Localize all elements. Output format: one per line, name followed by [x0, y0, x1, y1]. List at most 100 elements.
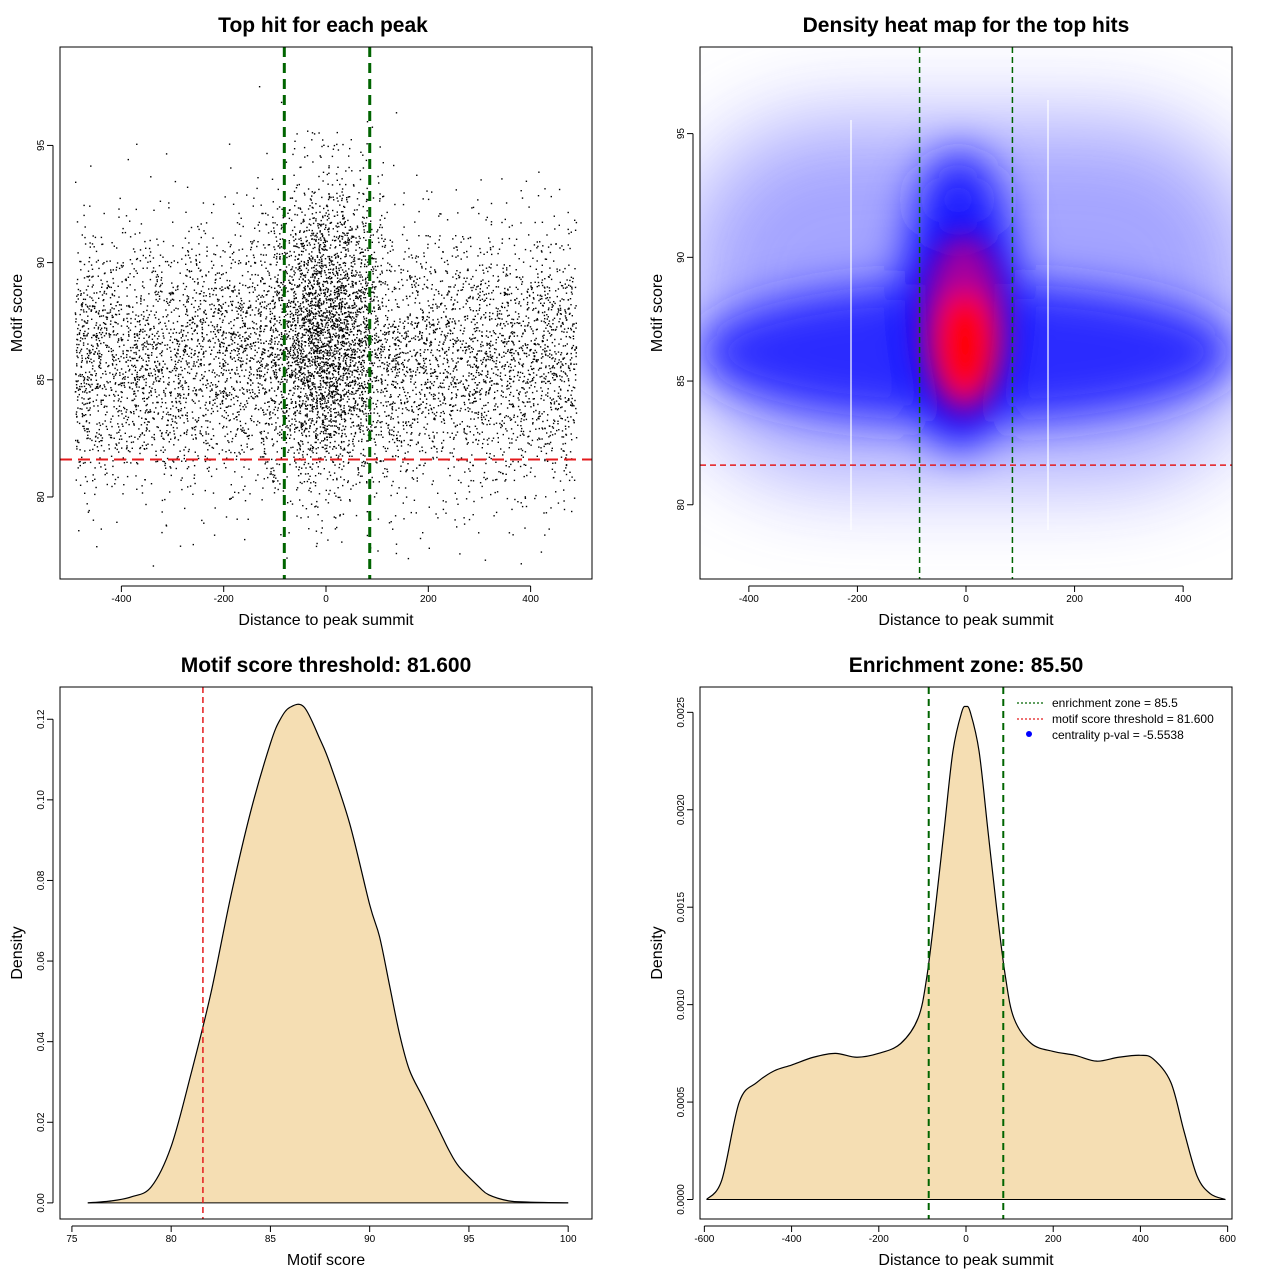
scatter-point	[238, 260, 240, 262]
scatter-point	[106, 346, 108, 348]
scatter-point	[506, 294, 509, 296]
scatter-point	[359, 481, 361, 484]
scatter-point	[322, 431, 324, 433]
scatter-point	[136, 347, 138, 349]
scatter-point	[459, 340, 462, 342]
scatter-point	[444, 305, 446, 307]
scatter-point	[545, 375, 547, 378]
scatter-point	[431, 372, 433, 374]
scatter-point	[106, 312, 108, 314]
scatter-point	[292, 346, 295, 348]
scatter-point	[79, 350, 82, 352]
scatter-point	[234, 360, 237, 362]
scatter-point	[427, 287, 429, 289]
scatter-point	[537, 369, 540, 371]
scatter-point	[76, 338, 78, 341]
scatter-point	[200, 269, 202, 271]
scatter-point	[493, 423, 495, 426]
scatter-point	[207, 409, 209, 411]
scatter-point	[351, 370, 353, 373]
scatter-point	[152, 346, 154, 348]
scatter-point	[319, 368, 321, 370]
scatter-point	[244, 538, 246, 541]
scatter-point	[306, 298, 308, 301]
scatter-point	[82, 344, 85, 346]
scatter-point	[541, 279, 544, 281]
scatter-point	[281, 238, 284, 240]
scatter-point	[116, 262, 119, 264]
scatter-point	[558, 359, 560, 361]
scatter-point	[495, 511, 498, 514]
scatter-point	[345, 316, 348, 318]
scatter-point	[269, 313, 271, 315]
scatter-point	[145, 418, 147, 420]
scatter-point	[192, 417, 194, 419]
scatter-point	[556, 375, 558, 377]
scatter-point	[200, 236, 202, 239]
scatter-point	[513, 479, 516, 482]
scatter-point	[479, 247, 481, 250]
scatter-point	[575, 346, 578, 348]
scatter-point	[132, 311, 134, 313]
scatter-point	[165, 153, 168, 155]
scatter-point	[324, 424, 326, 427]
scatter-point	[211, 389, 213, 391]
scatter-point	[477, 293, 479, 295]
scatter-point	[154, 361, 156, 364]
scatter-point	[191, 348, 193, 351]
scatter-point	[125, 279, 127, 282]
scatter-point	[460, 358, 462, 360]
scatter-point	[432, 384, 435, 387]
scatter-point	[193, 477, 195, 479]
scatter-point	[149, 260, 152, 263]
scatter-point	[247, 437, 250, 440]
scatter-point	[384, 338, 386, 340]
scatter-point	[116, 333, 119, 335]
scatter-point	[82, 462, 85, 464]
scatter-point	[273, 318, 275, 320]
scatter-point	[202, 318, 204, 320]
scatter-point	[263, 414, 265, 416]
scatter-point	[206, 250, 208, 252]
scatter-point	[291, 344, 294, 346]
scatter-point	[327, 351, 329, 353]
scatter-point	[353, 317, 355, 319]
scatter-point	[468, 518, 471, 521]
scatter-point	[477, 255, 479, 257]
scatter-point	[560, 456, 563, 458]
scatter-point	[326, 368, 328, 370]
scatter-point	[359, 410, 361, 412]
scatter-point	[117, 285, 119, 287]
scatter-point	[382, 446, 385, 448]
scatter-point	[307, 370, 309, 372]
scatter-point	[182, 304, 185, 306]
scatter-point	[285, 442, 288, 444]
scatter-point	[198, 351, 200, 354]
scatter-point	[540, 250, 543, 252]
scatter-point	[244, 325, 246, 328]
scatter-point	[224, 381, 227, 383]
scatter-point	[476, 353, 478, 355]
scatter-point	[499, 372, 502, 374]
scatter-point	[219, 277, 221, 279]
scatter-point	[292, 338, 294, 340]
scatter-point	[196, 332, 198, 335]
scatter-point	[109, 436, 112, 439]
scatter-point	[364, 300, 367, 303]
scatter-point	[186, 322, 189, 324]
scatter-point	[457, 350, 459, 352]
scatter-point	[220, 372, 222, 374]
scatter-point	[246, 443, 248, 445]
scatter-point	[497, 374, 499, 377]
scatter-point	[574, 229, 577, 231]
scatter-point	[460, 395, 463, 397]
scatter-point	[75, 321, 77, 323]
scatter-point	[109, 421, 112, 423]
scatter-point	[327, 412, 329, 414]
scatter-point	[499, 292, 502, 295]
scatter-point	[175, 338, 178, 341]
scatter-point	[389, 396, 391, 398]
scatter-point	[229, 332, 232, 335]
scatter-point	[125, 371, 127, 373]
scatter-point	[411, 286, 413, 288]
